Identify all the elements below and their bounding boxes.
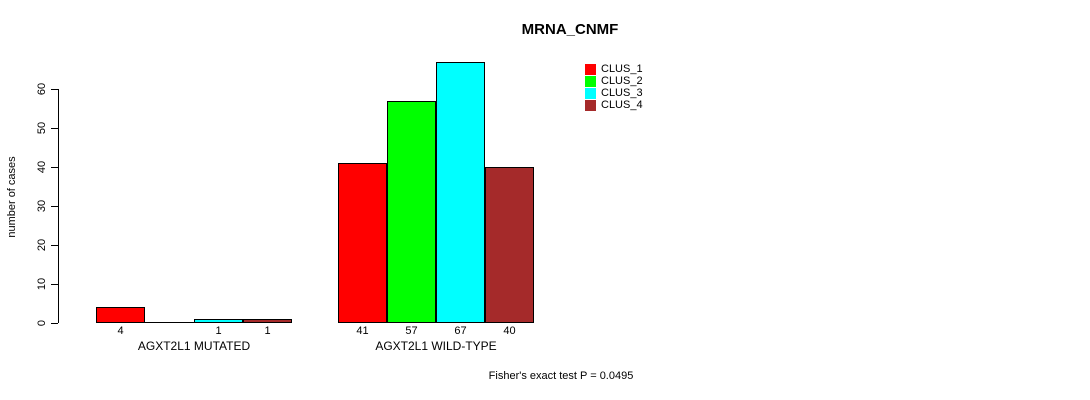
- y-tick-label: 60: [36, 82, 48, 96]
- bar-value-label: 41: [356, 325, 369, 337]
- legend-item: CLUS_1: [585, 63, 643, 75]
- bar: [387, 101, 436, 323]
- legend-swatch: [585, 99, 596, 111]
- y-tick: [51, 284, 58, 285]
- legend-swatch: [585, 63, 596, 75]
- legend-label: CLUS_1: [601, 63, 643, 75]
- bar: [96, 307, 145, 323]
- bar: [194, 319, 243, 323]
- bar-value-label: 57: [405, 325, 418, 337]
- y-tick-label: 40: [36, 160, 48, 174]
- y-tick-label: 50: [36, 121, 48, 135]
- legend: CLUS_1 CLUS_2 CLUS_3 CLUS_4: [585, 63, 643, 111]
- bar-value-label: 40: [503, 325, 516, 337]
- bar: [485, 167, 534, 323]
- y-tick-label: 30: [36, 199, 48, 213]
- bar-value-label: 67: [454, 325, 467, 337]
- bar: [436, 62, 485, 323]
- y-tick: [51, 323, 58, 324]
- y-axis-line: [58, 89, 59, 323]
- chart-title: MRNA_CNMF: [521, 21, 619, 38]
- bar-value-label: 1: [215, 325, 222, 337]
- y-tick: [51, 206, 58, 207]
- legend-label: CLUS_2: [601, 75, 643, 87]
- legend-label: CLUS_4: [601, 99, 643, 111]
- y-tick-label: 20: [36, 238, 48, 252]
- legend-item: CLUS_4: [585, 99, 643, 111]
- y-tick: [51, 245, 58, 246]
- bar: [145, 322, 194, 323]
- bar-value-label: 1: [264, 325, 271, 337]
- legend-swatch: [585, 87, 596, 99]
- bar: [243, 319, 292, 323]
- y-tick-label: 0: [36, 319, 48, 327]
- y-tick: [51, 89, 58, 90]
- x-category-label: AGXT2L1 MUTATED: [137, 339, 251, 353]
- bar-value-label: 4: [117, 325, 124, 337]
- y-tick: [51, 128, 58, 129]
- x-category-label: AGXT2L1 WILD-TYPE: [375, 339, 497, 353]
- annotation-text: Fisher's exact test P = 0.0495: [488, 370, 634, 382]
- legend-item: CLUS_3: [585, 87, 643, 99]
- legend-label: CLUS_3: [601, 87, 643, 99]
- y-tick-label: 10: [36, 277, 48, 291]
- bar: [338, 163, 387, 323]
- y-tick: [51, 167, 58, 168]
- legend-item: CLUS_2: [585, 75, 643, 87]
- legend-swatch: [585, 75, 596, 87]
